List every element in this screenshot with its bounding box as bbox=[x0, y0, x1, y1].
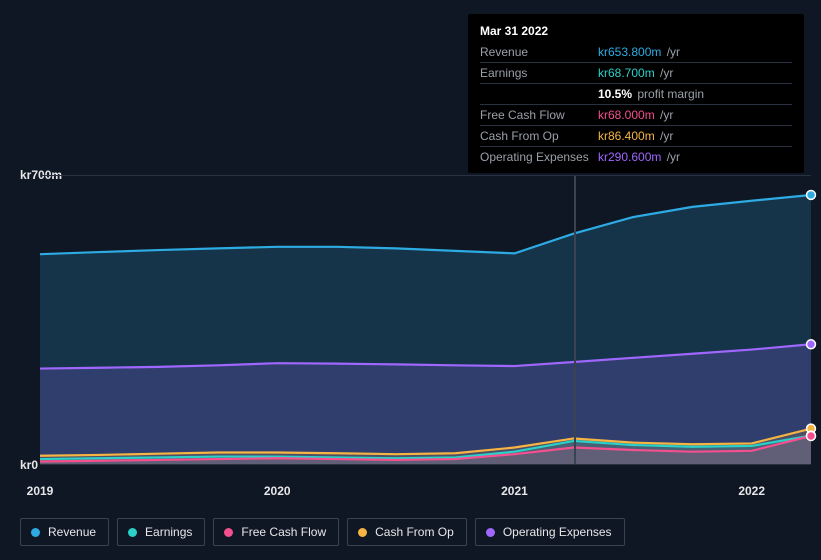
legend-dot-icon bbox=[486, 528, 495, 537]
legend-dot-icon bbox=[31, 528, 40, 537]
tooltip-row-value: kr68.000m /yr bbox=[598, 105, 792, 126]
chart-x-axis: 2019202020212022 bbox=[40, 484, 811, 502]
tooltip-row: 10.5% profit margin bbox=[480, 84, 792, 105]
chart-hover-line bbox=[574, 176, 576, 464]
chart-legend: Revenue Earnings Free Cash Flow Cash From O… bbox=[20, 518, 625, 546]
tooltip-row-label: Revenue bbox=[480, 42, 598, 63]
tooltip-row: Revenuekr653.800m /yr bbox=[480, 42, 792, 63]
legend-item-label: Free Cash Flow bbox=[241, 525, 326, 539]
tooltip-row: Cash From Opkr86.400m /yr bbox=[480, 126, 792, 147]
tooltip-row-value: kr68.700m /yr bbox=[598, 63, 792, 84]
chart-tooltip: Mar 31 2022 Revenuekr653.800m /yrEarning… bbox=[468, 14, 804, 173]
tooltip-row-label: Cash From Op bbox=[480, 126, 598, 147]
tooltip-row-label: Free Cash Flow bbox=[480, 105, 598, 126]
tooltip-row-value: kr653.800m /yr bbox=[598, 42, 792, 63]
legend-item-operating_expenses[interactable]: Operating Expenses bbox=[475, 518, 625, 546]
legend-item-free_cash_flow[interactable]: Free Cash Flow bbox=[213, 518, 339, 546]
legend-item-cash_from_op[interactable]: Cash From Op bbox=[347, 518, 467, 546]
tooltip-row-value: 10.5% profit margin bbox=[598, 84, 792, 105]
legend-dot-icon bbox=[128, 528, 137, 537]
legend-item-label: Cash From Op bbox=[375, 525, 454, 539]
legend-item-revenue[interactable]: Revenue bbox=[20, 518, 109, 546]
tooltip-row-label: Earnings bbox=[480, 63, 598, 84]
financials-chart: kr700mkr0 bbox=[20, 160, 811, 480]
legend-item-label: Revenue bbox=[48, 525, 96, 539]
tooltip-row: Free Cash Flowkr68.000m /yr bbox=[480, 105, 792, 126]
legend-item-label: Operating Expenses bbox=[503, 525, 612, 539]
tooltip-title: Mar 31 2022 bbox=[480, 20, 792, 42]
tooltip-row: Earningskr68.700m /yr bbox=[480, 63, 792, 84]
x-axis-label: 2020 bbox=[264, 484, 291, 498]
x-axis-label: 2019 bbox=[27, 484, 54, 498]
legend-dot-icon bbox=[224, 528, 233, 537]
x-axis-label: 2021 bbox=[501, 484, 528, 498]
tooltip-table: Revenuekr653.800m /yrEarningskr68.700m /… bbox=[480, 42, 792, 167]
tooltip-row-label bbox=[480, 84, 598, 105]
y-axis-label: kr0 bbox=[20, 458, 38, 472]
tooltip-row-value: kr86.400m /yr bbox=[598, 126, 792, 147]
legend-item-label: Earnings bbox=[145, 525, 192, 539]
x-axis-label: 2022 bbox=[738, 484, 765, 498]
legend-dot-icon bbox=[358, 528, 367, 537]
legend-item-earnings[interactable]: Earnings bbox=[117, 518, 205, 546]
chart-plot-area[interactable] bbox=[40, 175, 811, 465]
